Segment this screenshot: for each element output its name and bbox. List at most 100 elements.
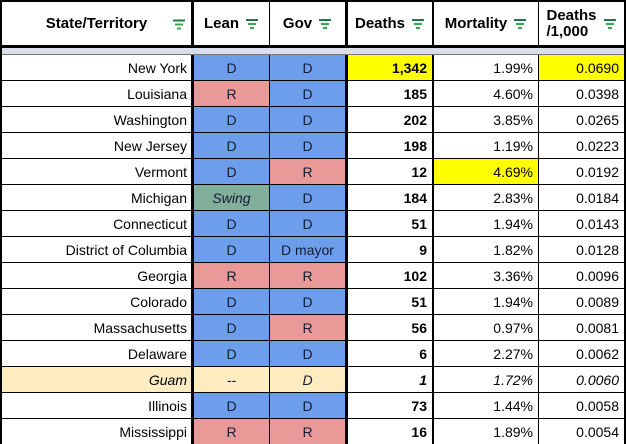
- cell-state[interactable]: New York: [2, 55, 194, 80]
- cell-gov[interactable]: R: [270, 159, 348, 184]
- cell-deaths[interactable]: 202: [348, 107, 434, 132]
- cell-deaths-per-1000[interactable]: 0.0265: [576, 111, 619, 128]
- cell-gov[interactable]: D: [270, 289, 348, 314]
- cell-mortality[interactable]: 4.69%: [434, 159, 539, 184]
- cell-deaths[interactable]: 9: [348, 237, 434, 262]
- cell-gov[interactable]: D: [270, 367, 348, 392]
- cell-gov[interactable]: D: [270, 185, 348, 210]
- column-header-state-territory[interactable]: State/Territory: [2, 2, 194, 45]
- cell-deaths-per-1000[interactable]: 0.0058: [576, 397, 619, 414]
- cell-mortality[interactable]: 1.19%: [434, 133, 539, 158]
- cell-gov[interactable]: D: [270, 393, 348, 418]
- cell-deaths-per-1000[interactable]: 0.0184: [576, 189, 619, 206]
- cell-deaths-per-1000[interactable]: 0.0143: [576, 215, 619, 232]
- cell-lean[interactable]: D: [194, 107, 270, 132]
- cell-state[interactable]: New Jersey: [2, 133, 194, 158]
- cell-lean[interactable]: D: [194, 341, 270, 366]
- cell-state[interactable]: Guam: [2, 367, 194, 392]
- cell-state[interactable]: Louisiana: [2, 81, 194, 106]
- cell-state[interactable]: Delaware: [2, 341, 194, 366]
- cell-deaths-per-1000[interactable]: 0.0062: [576, 345, 619, 362]
- cell-mortality[interactable]: 2.83%: [434, 185, 539, 210]
- filter-icon[interactable]: [513, 18, 527, 29]
- cell-gov[interactable]: D mayor: [270, 237, 348, 262]
- cell-gov[interactable]: D: [270, 107, 348, 132]
- cell-deaths-per-1000[interactable]: 0.0081: [576, 319, 619, 336]
- cell-deaths-per-1000[interactable]: 0.0096: [576, 267, 619, 284]
- cell-mortality[interactable]: 2.27%: [434, 341, 539, 366]
- column-header-gov[interactable]: Gov: [270, 2, 348, 45]
- cell-deaths-per-1000[interactable]: 0.0089: [576, 293, 619, 310]
- cell-mortality[interactable]: 4.60%: [434, 81, 539, 106]
- filter-icon[interactable]: [172, 18, 186, 29]
- cell-lean[interactable]: D: [194, 55, 270, 80]
- cell-deaths-per-1000[interactable]: 0.0192: [576, 163, 619, 180]
- cell-lean[interactable]: D: [194, 237, 270, 262]
- cell-lean[interactable]: R: [194, 419, 270, 444]
- cell-gov[interactable]: R: [270, 263, 348, 288]
- cell-deaths[interactable]: 1,342: [348, 55, 434, 80]
- cell-mortality[interactable]: 3.85%: [434, 107, 539, 132]
- cell-state[interactable]: Illinois: [2, 393, 194, 418]
- cell-lean[interactable]: D: [194, 133, 270, 158]
- cell-deaths[interactable]: 1: [348, 367, 434, 392]
- cell-gov[interactable]: D: [270, 211, 348, 236]
- cell-mortality[interactable]: 1.94%: [434, 211, 539, 236]
- cell-mortality[interactable]: 1.94%: [434, 289, 539, 314]
- cell-deaths[interactable]: 51: [348, 211, 434, 236]
- cell-lean[interactable]: Swing: [194, 185, 270, 210]
- cell-deaths[interactable]: 198: [348, 133, 434, 158]
- cell-mortality[interactable]: 1.72%: [434, 367, 539, 392]
- cell-lean[interactable]: R: [194, 263, 270, 288]
- cell-gov[interactable]: D: [270, 133, 348, 158]
- cell-lean[interactable]: --: [194, 367, 270, 392]
- cell-state[interactable]: Vermont: [2, 159, 194, 184]
- column-header-mortality[interactable]: Mortality: [434, 2, 539, 45]
- cell-lean[interactable]: R: [194, 81, 270, 106]
- cell-lean[interactable]: D: [194, 315, 270, 340]
- filter-icon[interactable]: [411, 18, 425, 29]
- cell-lean[interactable]: D: [194, 159, 270, 184]
- cell-deaths[interactable]: 185: [348, 81, 434, 106]
- cell-state[interactable]: Michigan: [2, 185, 194, 210]
- filter-icon[interactable]: [318, 18, 332, 29]
- column-header-lean[interactable]: Lean: [194, 2, 270, 45]
- filter-icon[interactable]: [245, 18, 259, 29]
- cell-deaths-per-1000[interactable]: 0.0128: [576, 241, 619, 258]
- cell-mortality[interactable]: 0.97%: [434, 315, 539, 340]
- cell-deaths[interactable]: 184: [348, 185, 434, 210]
- cell-gov[interactable]: R: [270, 419, 348, 444]
- cell-mortality[interactable]: 1.44%: [434, 393, 539, 418]
- cell-gov[interactable]: D: [270, 55, 348, 80]
- cell-deaths[interactable]: 102: [348, 263, 434, 288]
- cell-state[interactable]: Connecticut: [2, 211, 194, 236]
- cell-lean[interactable]: D: [194, 393, 270, 418]
- cell-deaths[interactable]: 73: [348, 393, 434, 418]
- cell-deaths[interactable]: 6: [348, 341, 434, 366]
- cell-deaths[interactable]: 56: [348, 315, 434, 340]
- cell-deaths-per-1000[interactable]: 0.0690: [539, 55, 624, 80]
- cell-mortality[interactable]: 1.99%: [434, 55, 539, 80]
- cell-state[interactable]: District of Columbia: [2, 237, 194, 262]
- cell-mortality[interactable]: 1.82%: [434, 237, 539, 262]
- filter-icon[interactable]: [603, 18, 617, 29]
- cell-deaths-per-1000[interactable]: 0.0398: [576, 85, 619, 102]
- cell-deaths[interactable]: 12: [348, 159, 434, 184]
- cell-deaths-per-1000[interactable]: 0.0223: [576, 137, 619, 154]
- cell-deaths[interactable]: 51: [348, 289, 434, 314]
- cell-deaths-per-1000[interactable]: 0.0060: [576, 371, 619, 388]
- cell-lean[interactable]: D: [194, 289, 270, 314]
- column-header-deaths[interactable]: Deaths: [348, 2, 434, 45]
- cell-gov[interactable]: D: [270, 81, 348, 106]
- cell-gov[interactable]: R: [270, 315, 348, 340]
- cell-state[interactable]: Washington: [2, 107, 194, 132]
- cell-state[interactable]: Colorado: [2, 289, 194, 314]
- cell-state[interactable]: Georgia: [2, 263, 194, 288]
- column-header-deaths-per-1000[interactable]: Deaths /1,000: [539, 2, 624, 45]
- cell-deaths[interactable]: 16: [348, 419, 434, 444]
- cell-state[interactable]: Massachusetts: [2, 315, 194, 340]
- cell-state[interactable]: Mississippi: [2, 419, 194, 444]
- cell-lean[interactable]: D: [194, 211, 270, 236]
- cell-mortality[interactable]: 3.36%: [434, 263, 539, 288]
- cell-deaths-per-1000[interactable]: 0.0054: [576, 423, 619, 440]
